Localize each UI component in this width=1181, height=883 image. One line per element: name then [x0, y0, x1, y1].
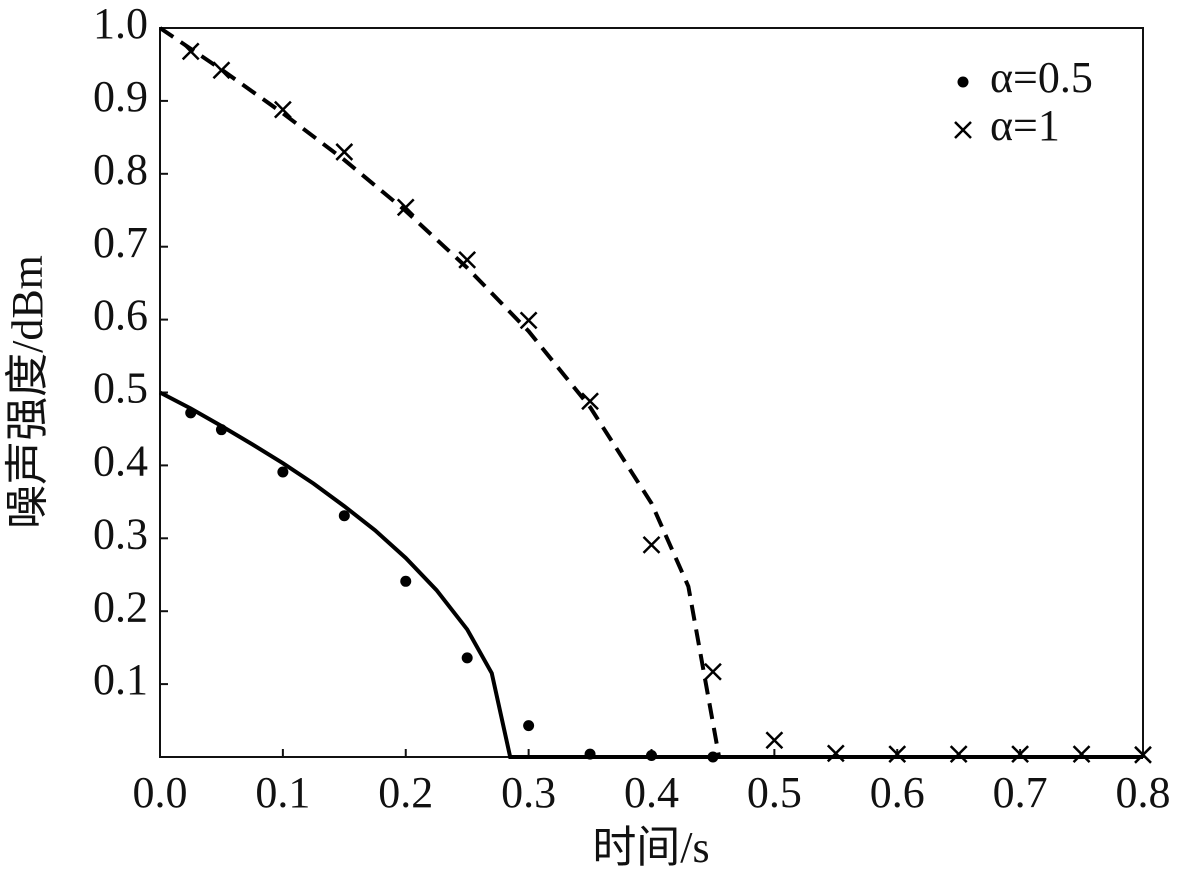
- x-tick-label: 0.0: [133, 768, 188, 817]
- y-tick-label: 0.4: [93, 436, 148, 485]
- point: [461, 652, 473, 664]
- y-tick-label: 0.6: [93, 291, 148, 340]
- fit-curve: [159, 390, 1143, 759]
- point: [765, 731, 784, 750]
- point: [338, 510, 350, 522]
- point: [458, 250, 477, 269]
- point: [519, 311, 538, 330]
- point: [523, 720, 535, 732]
- legend-label: α=1: [990, 101, 1060, 150]
- point: [1134, 745, 1152, 764]
- x-tick-label: 0.5: [747, 768, 802, 817]
- point: [396, 198, 415, 217]
- x-tick-label: 0.3: [501, 768, 556, 817]
- point: [212, 61, 231, 80]
- point: [185, 407, 197, 419]
- x-tick-label: 0.6: [870, 768, 925, 817]
- point: [704, 662, 722, 681]
- y-axis-label: 噪声强度/dBm: [3, 255, 52, 529]
- x-tick-label: 0.1: [255, 768, 310, 817]
- x-axis-label: 时间/s: [592, 823, 709, 872]
- point: [277, 466, 289, 478]
- x-tick-label: 0.4: [624, 768, 679, 817]
- legend-label: α=0.5: [990, 53, 1093, 102]
- legend-marker: [957, 76, 969, 88]
- point: [584, 748, 596, 760]
- point: [826, 744, 845, 763]
- fit-curve: [158, 26, 1143, 759]
- point: [707, 751, 719, 763]
- point: [949, 745, 968, 763]
- x-tick-label: 0.7: [993, 768, 1048, 817]
- x-tick-label: 0.8: [1116, 768, 1171, 817]
- point: [646, 750, 657, 762]
- point: [215, 424, 227, 436]
- point: [888, 745, 907, 763]
- point: [642, 535, 661, 554]
- legend-marker: [954, 121, 972, 139]
- point: [335, 143, 354, 161]
- y-tick-label: 0.1: [93, 655, 148, 704]
- y-tick-label: 0.9: [93, 72, 148, 121]
- y-tick-label: 0.3: [93, 509, 148, 558]
- point: [581, 392, 599, 411]
- y-tick-label: 0.7: [93, 218, 148, 267]
- y-tick-label: 0.2: [93, 582, 148, 631]
- point: [181, 42, 200, 61]
- point: [273, 100, 292, 119]
- point: [1072, 745, 1091, 763]
- point: [400, 575, 412, 587]
- y-tick-label: 0.8: [93, 145, 148, 194]
- point: [1011, 745, 1030, 763]
- x-tick-label: 0.2: [378, 768, 433, 817]
- y-tick-label: 0.5: [93, 364, 148, 413]
- y-tick-label: 1.0: [93, 0, 148, 48]
